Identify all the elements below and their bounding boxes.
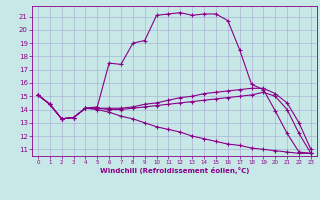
X-axis label: Windchill (Refroidissement éolien,°C): Windchill (Refroidissement éolien,°C): [100, 167, 249, 174]
